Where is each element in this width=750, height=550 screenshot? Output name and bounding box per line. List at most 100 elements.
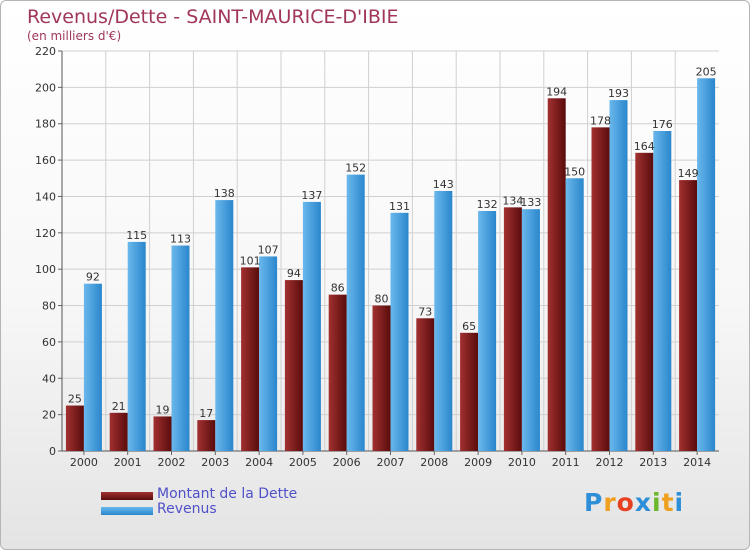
y-tick-label: 180 [35, 118, 56, 131]
data-label-dette-2010: 134 [502, 194, 523, 207]
bar-dette-2004 [241, 267, 260, 451]
y-tick-label: 40 [42, 372, 56, 385]
data-label-revenus-2014: 205 [696, 65, 717, 78]
data-label-dette-2009: 65 [462, 320, 476, 333]
bar-revenus-2000 [83, 283, 102, 451]
y-tick-label: 80 [42, 300, 56, 313]
chart-title: Revenus/Dette - SAINT-MAURICE-D'IBIE [27, 6, 399, 28]
bar-dette-2010 [503, 207, 522, 451]
data-label-revenus-2000: 92 [86, 271, 100, 284]
y-tick-label: 140 [35, 190, 56, 203]
legend-label-dette: Montant de la Dette [157, 486, 298, 502]
x-tick-label-2008: 2008 [420, 456, 448, 469]
x-tick-label-2004: 2004 [245, 456, 273, 469]
x-tick-label-2006: 2006 [333, 456, 361, 469]
logo-letter: r [603, 488, 617, 517]
legend-swatch-revenus [101, 507, 153, 515]
x-tick-label-2000: 2000 [70, 456, 98, 469]
bar-revenus-2012 [609, 100, 628, 451]
bar-revenus-2008 [434, 191, 453, 451]
data-label-dette-2001: 21 [112, 400, 126, 413]
data-label-revenus-2011: 150 [564, 165, 585, 178]
data-label-dette-2011: 194 [546, 85, 567, 98]
bar-revenus-2009 [478, 211, 497, 451]
bar-dette-2000 [65, 405, 84, 451]
data-label-dette-2014: 149 [678, 167, 699, 180]
bar-dette-2006 [328, 294, 347, 451]
data-label-revenus-2002: 113 [170, 233, 191, 246]
x-tick-label-2014: 2014 [683, 456, 711, 469]
bar-dette-2007 [372, 305, 391, 451]
y-tick-label: 160 [35, 154, 56, 167]
bar-dette-2002 [153, 416, 172, 451]
data-label-dette-2012: 178 [590, 114, 611, 127]
data-label-dette-2013: 164 [634, 140, 655, 153]
data-label-dette-2007: 80 [375, 293, 389, 306]
logo-letter: P [584, 488, 604, 517]
logo-letter: o [616, 488, 635, 517]
bar-dette-2005 [284, 280, 303, 451]
x-tick-label-2012: 2012 [596, 456, 624, 469]
legend-swatch-dette [101, 492, 153, 500]
data-label-revenus-2012: 193 [608, 87, 629, 100]
y-tick-label: 100 [35, 263, 56, 276]
chart-subtitle: (en milliers d'€) [27, 29, 122, 43]
y-tick-label: 0 [49, 445, 56, 458]
x-tick-label-2002: 2002 [158, 456, 186, 469]
data-label-revenus-2006: 152 [345, 162, 366, 175]
data-label-dette-2004: 101 [240, 254, 261, 267]
data-label-revenus-2009: 132 [477, 198, 498, 211]
bar-revenus-2006 [346, 174, 365, 452]
data-label-dette-2003: 17 [199, 407, 213, 420]
bar-revenus-2004 [259, 256, 278, 451]
bar-dette-2011 [547, 98, 566, 451]
bar-revenus-2010 [521, 209, 540, 451]
x-tick-label-2005: 2005 [289, 456, 317, 469]
x-tick-label-2011: 2011 [552, 456, 580, 469]
bar-revenus-2005 [302, 201, 321, 451]
y-tick-label: 60 [42, 336, 56, 349]
bar-dette-2003 [197, 420, 216, 451]
bar-revenus-2007 [390, 212, 409, 451]
logo-letter: i [652, 488, 662, 517]
bar-revenus-2003 [215, 200, 234, 451]
data-label-revenus-2007: 131 [389, 200, 410, 213]
bar-revenus-2011 [565, 178, 584, 452]
y-tick-label: 220 [35, 45, 56, 58]
data-label-revenus-2005: 137 [301, 189, 322, 202]
legend-label-revenus: Revenus [157, 501, 217, 517]
logo-letter: i [674, 488, 685, 517]
data-label-revenus-2008: 143 [433, 178, 454, 191]
bar-revenus-2002 [171, 245, 190, 451]
data-label-dette-2000: 25 [68, 393, 82, 406]
bar-revenus-2001 [127, 241, 146, 451]
logo-letter: t [661, 488, 675, 517]
bar-dette-2009 [460, 332, 479, 451]
bar-chart: 0 20 40 60 80 100 120 140 160 180 200 220 2000 2001 20… [35, 45, 719, 469]
proxiti-logo: Proxiti [584, 488, 684, 517]
bar-revenus-2013 [653, 131, 672, 451]
y-tick-label: 120 [35, 227, 56, 240]
data-label-revenus-2003: 138 [214, 187, 235, 200]
x-tick-label-2010: 2010 [508, 456, 536, 469]
x-tick-label-2001: 2001 [114, 456, 142, 469]
bar-dette-2012 [591, 127, 610, 451]
data-label-revenus-2010: 133 [520, 196, 541, 209]
bar-dette-2008 [416, 318, 435, 451]
x-tick-label-2007: 2007 [377, 456, 405, 469]
x-tick-label-2009: 2009 [464, 456, 492, 469]
data-label-dette-2008: 73 [418, 305, 432, 318]
y-tick-label: 200 [35, 81, 56, 94]
data-label-dette-2002: 19 [156, 403, 170, 416]
data-label-revenus-2001: 115 [126, 229, 147, 242]
data-label-dette-2006: 86 [331, 282, 345, 295]
logo-letter: x [634, 488, 652, 517]
data-label-dette-2005: 94 [287, 267, 301, 280]
x-tick-label-2013: 2013 [639, 456, 667, 469]
bar-dette-2013 [635, 152, 654, 451]
x-tick-label-2003: 2003 [201, 456, 229, 469]
data-label-revenus-2004: 107 [258, 243, 279, 256]
y-tick-label: 20 [42, 409, 56, 422]
